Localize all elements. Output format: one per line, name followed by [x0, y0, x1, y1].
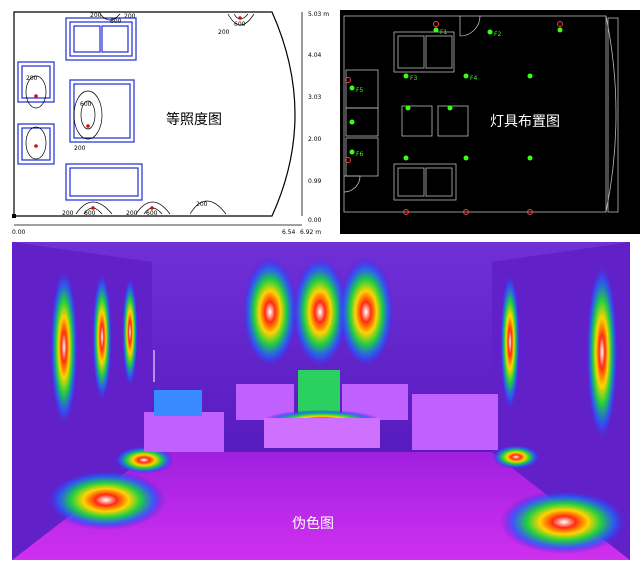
- isolux-x-axis: 0.00 6.54 6.92 m: [12, 229, 321, 236]
- render-furniture: [144, 350, 498, 452]
- x-tick-label: 6.54: [282, 229, 296, 236]
- wall-light-patches: [46, 256, 628, 554]
- layout-fixture-tags: F1 F2 F3 F4 F5 F6: [356, 29, 501, 158]
- contour-label: 200: [74, 145, 86, 152]
- fixture-tag: F5: [356, 87, 363, 94]
- contour-label: 200: [26, 75, 38, 82]
- false-color-title: 伪色图: [292, 515, 334, 532]
- contour-label: 600: [80, 101, 92, 108]
- y-tick-label: 5.03 m: [308, 11, 329, 18]
- fixture-tag: F1: [440, 29, 447, 36]
- contour-label: 200: [62, 210, 74, 217]
- sofa-bottom: [65, 163, 143, 201]
- contour-label: 200: [218, 29, 230, 36]
- y-tick-label: 3.03: [308, 94, 322, 101]
- isolux-maxima: [34, 16, 242, 210]
- isolux-plan-panel: 200 600 200 600 200 600 200 600 200 600 …: [0, 0, 338, 240]
- false-color-render: 伪色图: [12, 242, 630, 560]
- sofa-top: [65, 17, 137, 61]
- isolux-title: 等照度图: [166, 111, 222, 128]
- contour-label: 200: [124, 13, 136, 20]
- isolux-y-axis: 5.03 m 4.04 3.03 2.00 0.99 0.00: [308, 11, 329, 224]
- isolux-plan-drawing: 200 600 200 600 200 600 200 600 200 600 …: [12, 11, 329, 236]
- fixture-tag: F4: [470, 75, 477, 82]
- layout-walls: [343, 15, 619, 213]
- y-tick-label: 0.00: [308, 217, 322, 224]
- layout-furniture: [345, 31, 469, 201]
- layout-fixtures: [349, 27, 563, 161]
- fixture-tag: F2: [494, 31, 501, 38]
- contour-label: 600: [110, 18, 122, 25]
- x-tick-label: 6.92 m: [300, 229, 321, 236]
- layout-wall-lights: [345, 21, 563, 215]
- contour-label: 200: [126, 210, 138, 217]
- chair-left-lower: [17, 123, 55, 165]
- contour-label: 600: [146, 210, 158, 217]
- fixture-tag: F3: [410, 75, 417, 82]
- fixture-tag: F6: [356, 151, 363, 158]
- contour-label: 200: [196, 201, 208, 208]
- false-color-render-panel: 伪色图: [12, 242, 630, 560]
- isolux-contour-labels: 200 600 200 600 200 600 200 600 200 600 …: [26, 12, 246, 217]
- contour-label: 200: [90, 12, 102, 19]
- luminaire-layout-panel: F1 F2 F3 F4 F5 F6 灯具布置图: [340, 10, 640, 234]
- contour-label: 600: [84, 210, 96, 217]
- chair-left-upper: [17, 61, 55, 103]
- y-tick-label: 0.99: [308, 178, 322, 185]
- layout-title: 灯具布置图: [490, 114, 560, 130]
- x-tick-label: 0.00: [12, 229, 26, 236]
- y-tick-label: 4.04: [308, 52, 322, 59]
- contour-label: 600: [234, 21, 246, 28]
- luminaire-layout-drawing: F1 F2 F3 F4 F5 F6 灯具布置图: [343, 15, 619, 215]
- y-tick-label: 2.00: [308, 136, 322, 143]
